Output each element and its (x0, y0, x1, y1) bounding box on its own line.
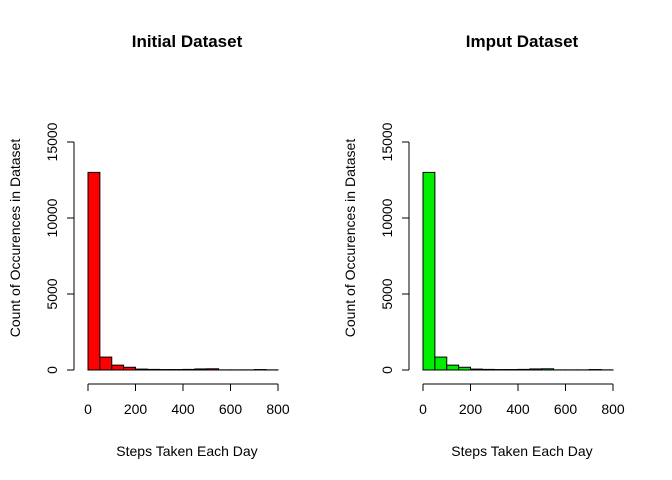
histogram-bar (458, 366, 471, 371)
chart-title: Imput Dataset (466, 32, 579, 51)
x-tick-label: 0 (419, 401, 427, 417)
x-tick-label: 800 (601, 401, 625, 417)
y-tick-label: 5000 (379, 278, 395, 309)
histogram-bar (194, 368, 208, 371)
chart-title: Initial Dataset (132, 32, 243, 51)
y-tick-label: 0 (379, 366, 395, 374)
x-axis-label: Steps Taken Each Day (116, 443, 257, 459)
y-tick-label: 0 (44, 366, 60, 374)
y-tick-label: 5000 (44, 278, 60, 309)
y-axis-label: Count of Occurences in Dataset (7, 139, 23, 338)
x-axis-label: Steps Taken Each Day (451, 443, 592, 459)
y-tick-label: 15000 (44, 122, 60, 161)
histogram-bar (517, 368, 531, 371)
histogram-bar (470, 368, 483, 371)
histogram-bar (111, 364, 125, 371)
y-tick-label: 10000 (379, 198, 395, 237)
histogram-bar (434, 356, 448, 371)
histogram-bar (135, 368, 148, 371)
histogram-bar (99, 356, 113, 371)
histogram-panel-initial: Initial Dataset 0 200 400 600 800 0 5000 10000 15… (7, 32, 290, 459)
x-tick-label: 800 (266, 401, 290, 417)
histogram-bar (481, 368, 495, 371)
histogram-bar (123, 366, 136, 371)
y-tick-label: 15000 (379, 122, 395, 161)
x-tick-label: 400 (506, 401, 530, 417)
histogram-bar (206, 368, 220, 371)
histogram-bar (146, 368, 160, 371)
histogram-bar (446, 364, 460, 371)
histogram-bar (541, 368, 555, 371)
x-tick-label: 0 (84, 401, 92, 417)
histogram-panel-imput: Imput Dataset 0 200 400 600 800 0 5000 10000 1500… (342, 32, 625, 459)
x-tick-label: 200 (124, 401, 148, 417)
histogram-bar (182, 368, 196, 371)
histogram-bar (87, 171, 101, 371)
x-tick-label: 600 (554, 401, 578, 417)
histogram-bar (529, 368, 543, 371)
x-tick-label: 600 (219, 401, 243, 417)
x-tick-label: 200 (459, 401, 483, 417)
histogram-bar (422, 171, 436, 371)
y-axis-label: Count of Occurences in Dataset (342, 139, 358, 338)
y-tick-label: 10000 (44, 198, 60, 237)
x-tick-label: 400 (171, 401, 195, 417)
